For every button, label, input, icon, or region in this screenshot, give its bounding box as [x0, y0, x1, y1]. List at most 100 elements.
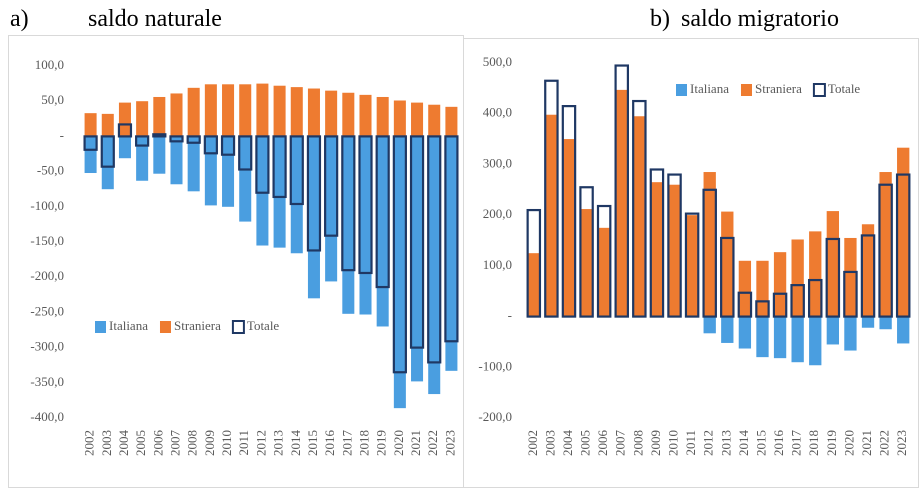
bar — [170, 93, 183, 137]
y-tick-label: -100,0 — [30, 198, 64, 213]
bar — [826, 211, 839, 317]
bar — [562, 139, 576, 317]
bar — [703, 172, 716, 317]
y-tick-label: -300,0 — [30, 339, 64, 354]
x-tick-label: 2014 — [736, 430, 751, 457]
bar — [325, 90, 338, 137]
legend-label: Totale — [247, 318, 280, 333]
bar — [342, 92, 355, 137]
panel-label: b) — [650, 6, 670, 32]
total-bar — [632, 99, 647, 318]
bar — [809, 231, 822, 317]
total-bar — [526, 208, 542, 318]
total-bar — [169, 135, 184, 143]
bar — [393, 100, 406, 137]
total-bar — [755, 300, 770, 318]
x-tick-label: 2022 — [425, 430, 440, 456]
bar — [187, 136, 200, 192]
bar — [791, 239, 804, 317]
total-bar — [895, 173, 911, 318]
chart-title: saldo migratorio — [681, 6, 839, 32]
legend-swatch — [740, 84, 752, 96]
total-bar — [825, 237, 841, 318]
y-tick-label: - — [60, 127, 64, 142]
total-bar — [186, 135, 201, 144]
x-tick-label: 2006 — [595, 430, 610, 457]
total-bar — [238, 135, 253, 171]
y-tick-label: -200,0 — [478, 409, 512, 424]
bar — [527, 253, 540, 317]
total-bar — [358, 135, 373, 275]
bar — [738, 260, 752, 317]
bar — [84, 113, 97, 137]
bar — [428, 136, 441, 395]
bar — [685, 215, 699, 317]
bar — [153, 136, 166, 174]
total-bar — [720, 236, 735, 318]
bar — [668, 184, 681, 317]
bar — [756, 316, 769, 358]
x-tick-label: 2014 — [288, 430, 303, 457]
bar — [445, 106, 458, 137]
bar — [376, 96, 389, 137]
total-bar — [341, 135, 356, 272]
x-tick-label: 2015 — [753, 430, 768, 456]
y-tick-label: 400,0 — [483, 105, 512, 120]
bar — [222, 136, 235, 207]
bar — [170, 136, 183, 185]
legend-label: Straniera — [755, 81, 802, 96]
x-tick-label: 2006 — [150, 430, 165, 457]
bar — [879, 316, 892, 330]
total-bar — [135, 135, 150, 147]
bar — [411, 102, 424, 137]
total-bar — [427, 135, 442, 364]
legend-label: Straniera — [174, 318, 221, 333]
x-tick-label: 2002 — [82, 430, 97, 456]
bar — [239, 84, 252, 137]
bar — [738, 316, 752, 349]
x-tick-label: 2019 — [824, 430, 839, 456]
bar — [791, 316, 804, 363]
total-bar — [83, 135, 98, 151]
y-tick-label: -250,0 — [30, 303, 64, 318]
total-bar — [772, 292, 788, 318]
bar — [580, 209, 593, 317]
x-tick-label: 2005 — [578, 430, 593, 456]
y-tick-label: 50,0 — [41, 92, 64, 107]
legend-label: Totale — [828, 81, 861, 96]
x-tick-label: 2011 — [683, 430, 698, 456]
bar — [411, 136, 424, 382]
total-bar — [579, 186, 594, 318]
y-tick-label: 200,0 — [483, 206, 512, 221]
y-tick-label: - — [508, 308, 512, 323]
x-tick-label: 2018 — [356, 430, 371, 456]
x-tick-label: 2007 — [167, 430, 182, 457]
total-bar — [392, 135, 407, 374]
x-tick-label: 2008 — [630, 430, 645, 456]
total-bar — [375, 135, 390, 289]
bar — [861, 224, 875, 317]
x-tick-label: 2002 — [525, 430, 540, 456]
bar — [256, 136, 269, 246]
bar — [101, 136, 114, 190]
x-tick-label: 2010 — [666, 430, 681, 456]
x-tick-label: 2004 — [560, 430, 575, 457]
bar — [703, 316, 716, 334]
x-tick-label: 2009 — [648, 430, 663, 456]
total-bar — [614, 64, 630, 318]
total-bar — [702, 188, 717, 318]
bar — [118, 102, 131, 137]
bar — [545, 114, 558, 317]
bar — [598, 227, 611, 317]
bar — [359, 136, 372, 315]
x-tick-label: 2020 — [841, 430, 856, 456]
x-tick-label: 2003 — [542, 430, 557, 456]
chart-title: saldo naturale — [88, 6, 222, 32]
bar — [118, 136, 131, 159]
bar — [633, 116, 646, 317]
total-bar — [152, 133, 167, 138]
y-tick-label: -400,0 — [30, 409, 64, 424]
y-tick-label: -100,0 — [478, 358, 512, 373]
bar — [204, 84, 217, 137]
